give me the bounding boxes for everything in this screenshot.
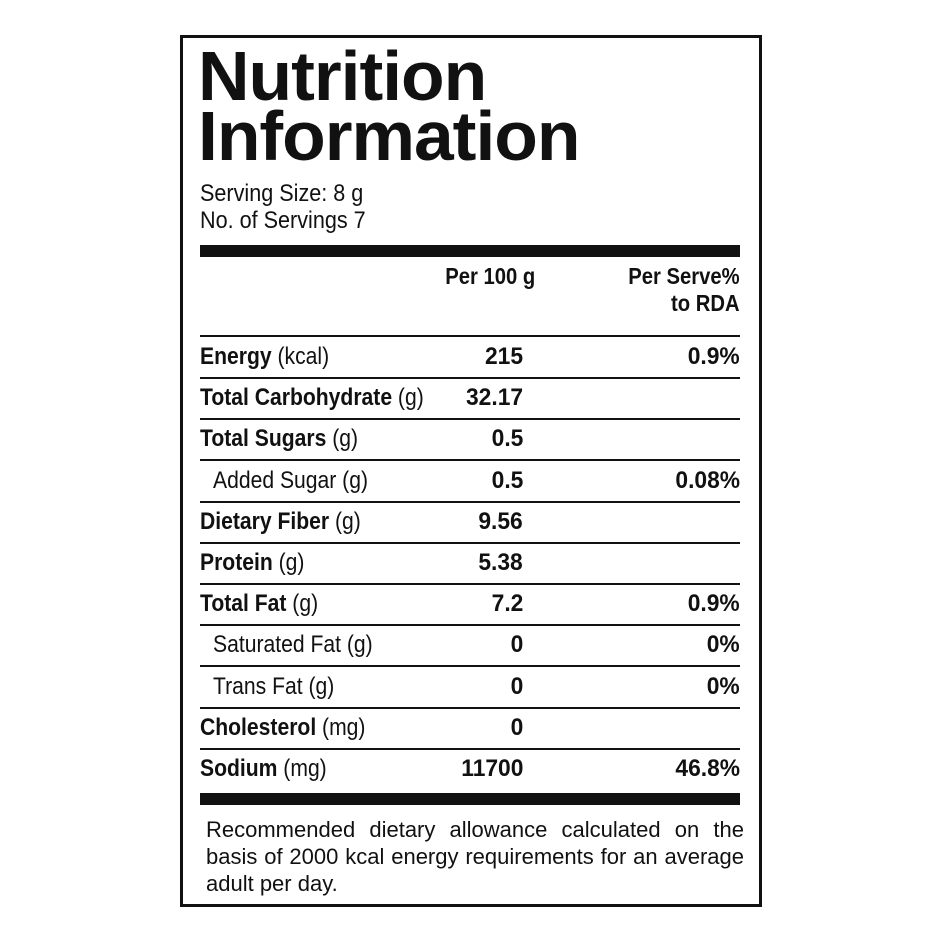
per-serve: 0% <box>707 631 740 659</box>
per-serve: 0.08% <box>675 466 740 494</box>
per-100g: 32.17 <box>465 384 523 412</box>
per-100g: 0 <box>510 672 523 700</box>
rule <box>200 624 740 627</box>
per-serve: 0.9% <box>688 590 740 618</box>
nutrient: Saturated Fat (g) <box>213 631 373 659</box>
per-100g: 215 <box>484 343 523 370</box>
nutrient: Total Carbohydrate <box>200 384 393 412</box>
rule <box>200 747 740 750</box>
unit: (g) <box>292 590 319 618</box>
column-header-line: to RDA <box>671 290 740 316</box>
nutrient: Protein <box>200 549 273 576</box>
rule <box>200 335 740 337</box>
per-100g: 9.56 <box>478 507 523 535</box>
rule <box>200 500 740 503</box>
unit: (g) <box>334 507 361 535</box>
label-border <box>180 35 762 907</box>
footnote: Recommended dietary allowance calculated… <box>206 817 744 896</box>
nutrient: Dietary Fiber <box>200 507 330 535</box>
nutrient-name: Dietary Fiber (g) <box>200 508 361 536</box>
serving-size: Serving Size: 8 g <box>200 180 364 207</box>
nutrient: Trans Fat (g) <box>213 672 335 700</box>
title-line: Nutrition <box>198 37 487 115</box>
nutrient-name: Total Carbohydrate (g) <box>200 384 424 412</box>
per-100g: 5.38 <box>478 549 523 576</box>
rule <box>200 583 740 585</box>
nutrient: Energy <box>200 343 272 370</box>
title: Nutrition Information <box>198 41 580 171</box>
per-serve: 0.9% <box>688 343 740 370</box>
per-100g: 11700 <box>460 755 523 782</box>
nutrient-name: Total Sugars (g) <box>200 425 358 453</box>
column-header-line: Per Serve% <box>628 263 740 289</box>
per-serve: 0% <box>707 672 740 700</box>
nutrient: Cholesterol <box>200 713 317 741</box>
thick-bar <box>200 245 740 257</box>
rule <box>200 377 740 379</box>
column-header: Per 100 g <box>444 263 535 289</box>
per-100g: 0 <box>510 713 523 741</box>
unit: (g) <box>397 384 424 412</box>
unit: (g) <box>278 549 305 576</box>
nutrient-name: Sodium (mg) <box>200 755 327 783</box>
nutrient-name: Cholesterol (mg) <box>200 714 365 742</box>
nutrient-name: Energy (kcal) <box>200 343 329 371</box>
nutrient-name: Total Fat (g) <box>200 590 318 618</box>
per-100g: 0.5 <box>491 425 523 453</box>
nutrient: Total Sugars <box>200 425 327 453</box>
nutrient-name: Saturated Fat (g) <box>213 631 373 659</box>
rule <box>200 706 740 709</box>
servings: No. of Servings 7 <box>200 207 366 234</box>
per-100g: 7.2 <box>491 590 523 618</box>
thick-bar <box>200 793 740 805</box>
per-serve: 46.8% <box>675 755 740 782</box>
nutrient: Total Fat <box>200 590 287 618</box>
unit: (kcal) <box>277 343 330 370</box>
unit: (mg) <box>322 713 366 741</box>
nutrient-name: Trans Fat (g) <box>213 673 334 701</box>
nutrient: Sodium <box>200 755 278 782</box>
unit: (g) <box>332 425 359 453</box>
unit: (mg) <box>283 755 327 782</box>
nutrient-name: Protein (g) <box>200 549 304 577</box>
rule <box>200 418 740 421</box>
nutrient-name: Added Sugar (g) <box>213 467 368 495</box>
nutrient: Added Sugar (g) <box>213 466 368 494</box>
rule <box>200 541 740 544</box>
rule <box>200 459 740 462</box>
column-header: Per Serve% to RDA <box>629 263 740 317</box>
per-100g: 0.5 <box>491 466 523 494</box>
rule <box>200 665 740 668</box>
per-100g: 0 <box>510 631 523 659</box>
title-line: Information <box>198 97 580 175</box>
